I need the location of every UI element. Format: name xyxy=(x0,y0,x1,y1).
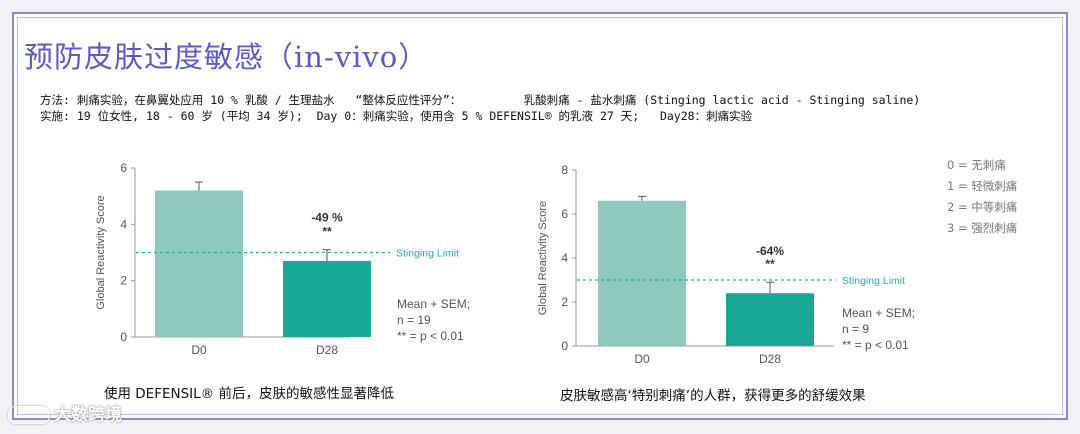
bar-d0 xyxy=(155,190,243,337)
x-tick-label: D28 xyxy=(316,343,338,357)
y-tick-label: 2 xyxy=(120,274,127,288)
chart-all-subjects: 0 2 4 6 Global Reactivity Score D0 D28 Stinging… xyxy=(95,161,470,357)
score-legend: 0 = 无刺痛 1 = 轻微刺痛 2 = 中等刺痛 3 = 强烈刺痛 xyxy=(947,155,1017,239)
method-line-1: 方法: 刺痛实验，在鼻翼处应用 10 % 乳酸 / 生理盐水 “整体反应性评分”… xyxy=(40,93,921,107)
content-frame-inner xyxy=(17,17,1063,415)
y-tick-label: 6 xyxy=(561,207,568,221)
significance-label: ** xyxy=(765,257,775,271)
legend-item-2: 2 = 中等刺痛 xyxy=(947,200,1018,214)
stats-note-2: ** = p < 0.01 xyxy=(397,329,464,343)
x-tick-label: D0 xyxy=(191,343,207,357)
chart-2-caption: 皮肤敏感高‘特别刺痛’的人群，获得更多的舒缓效果 xyxy=(560,388,866,404)
y-tick-label: 6 xyxy=(120,161,127,175)
y-tick-label: 2 xyxy=(561,295,568,309)
significance-label: ** xyxy=(322,225,332,239)
y-tick-label: 0 xyxy=(561,339,568,353)
stinging-limit-label: Stinging Limit xyxy=(842,275,905,287)
page-title: 预防皮肤过度敏感（in-vivo） xyxy=(24,40,429,74)
y-tick-label: 0 xyxy=(120,330,127,344)
chart-1-caption: 使用 DEFENSIL® 前后，皮肤的敏感性显著降低 xyxy=(104,386,394,402)
stats-note-0: Mean + SEM; xyxy=(397,297,470,311)
y-tick-label: 4 xyxy=(561,251,568,265)
legend-item-3: 3 = 强烈刺痛 xyxy=(947,221,1018,235)
legend-item-0: 0 = 无刺痛 xyxy=(947,158,1006,172)
y-axis-title: Global Reactivity Score xyxy=(95,195,107,309)
change-label: -49 % xyxy=(311,211,343,225)
bar-d28 xyxy=(283,260,371,337)
bar-d28 xyxy=(726,293,814,346)
watermark: 大数跨境 xyxy=(8,400,122,425)
x-tick-label: D0 xyxy=(634,352,650,366)
method-line-2: 实施: 19 位女性, 18 - 60 岁 (平均 34 岁); Day 0：刺… xyxy=(40,109,753,123)
stats-note-2: ** = p < 0.01 xyxy=(842,338,909,352)
chart-stingers: 0 2 4 6 8 Global Reactivity Score D0 D28 Stingin… xyxy=(537,163,915,366)
bar-d0 xyxy=(598,200,686,346)
y-axis-title: Global Reactivity Score xyxy=(537,201,549,315)
watermark-logo-icon xyxy=(8,406,50,424)
stats-note-1: n = 19 xyxy=(397,313,431,327)
stats-note-0: Mean + SEM; xyxy=(842,306,915,320)
stinging-limit-label: Stinging Limit xyxy=(396,248,459,260)
change-label: -64% xyxy=(756,244,784,258)
legend-item-1: 1 = 轻微刺痛 xyxy=(947,179,1018,193)
y-tick-label: 8 xyxy=(561,163,568,177)
x-tick-label: D28 xyxy=(759,352,781,366)
stats-note-1: n = 9 xyxy=(842,322,869,336)
watermark-text: 大数跨境 xyxy=(54,405,122,425)
y-tick-label: 4 xyxy=(120,217,127,231)
method-description: 方法: 刺痛实验，在鼻翼处应用 10 % 乳酸 / 生理盐水 “整体反应性评分”… xyxy=(40,92,920,124)
